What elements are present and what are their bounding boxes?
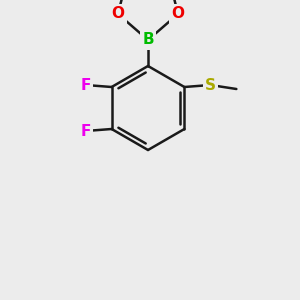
Text: F: F <box>80 124 91 139</box>
Text: O: O <box>112 7 124 22</box>
Text: S: S <box>205 77 216 92</box>
Text: O: O <box>172 7 184 22</box>
Text: F: F <box>80 77 91 92</box>
Text: B: B <box>142 32 154 47</box>
